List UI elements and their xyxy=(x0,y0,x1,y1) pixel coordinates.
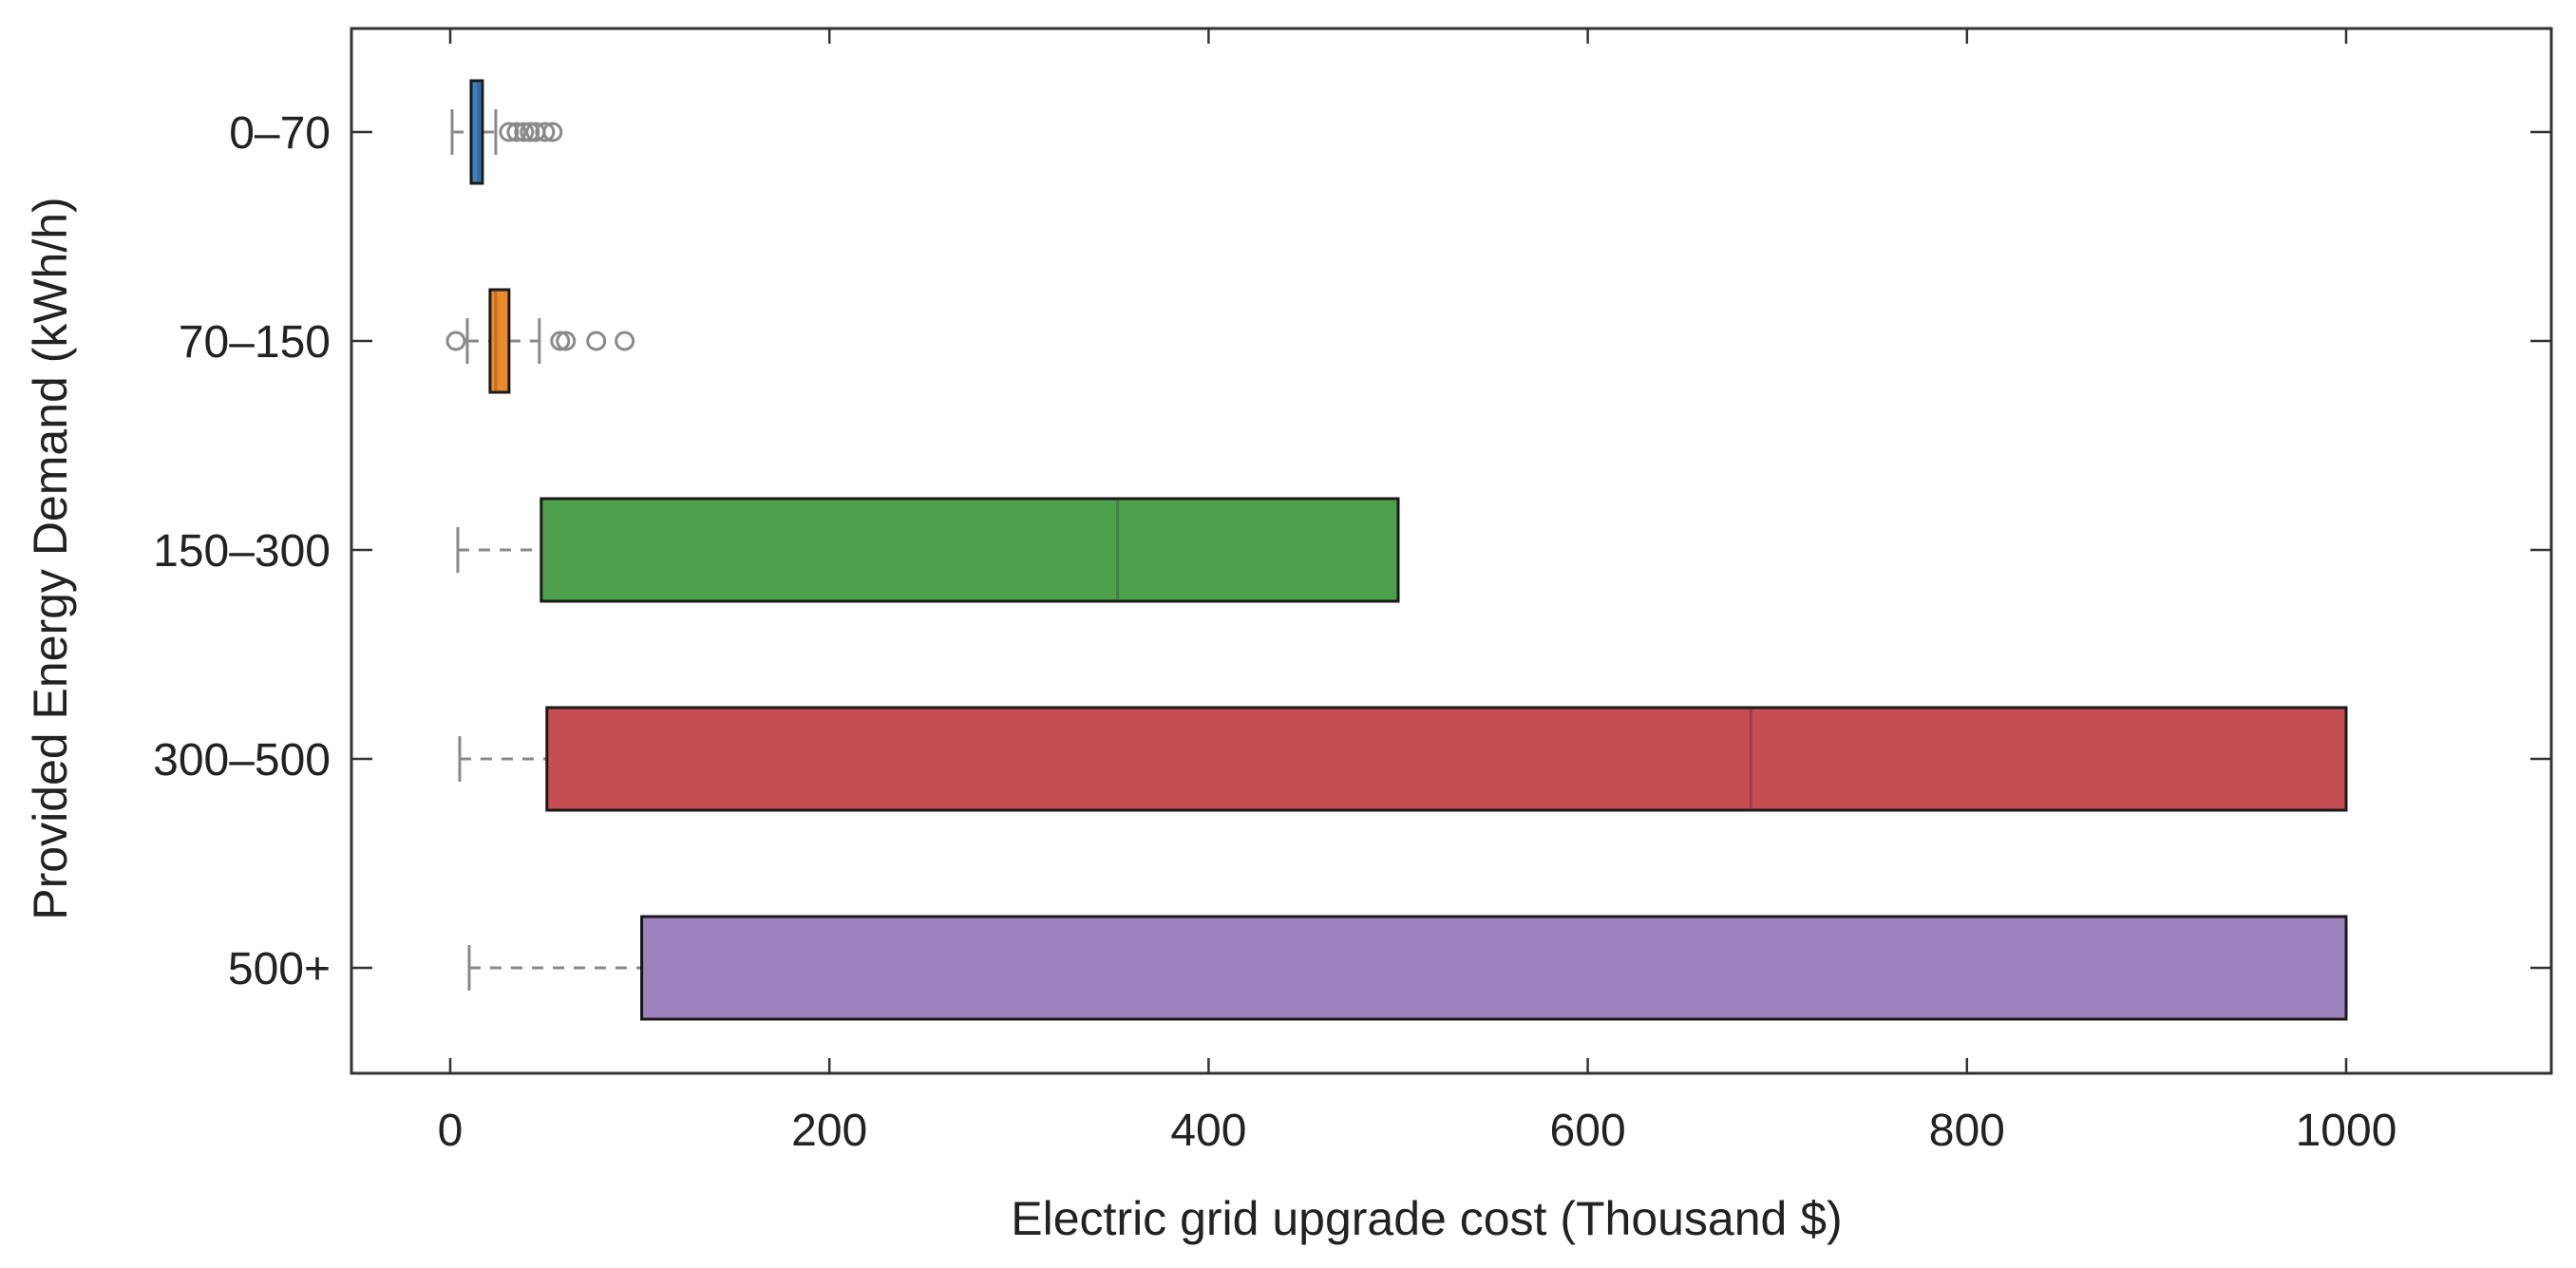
box-group-5 xyxy=(467,915,2348,1021)
box-2 xyxy=(488,288,511,394)
y-tick-label: 0–70 xyxy=(229,108,331,159)
outlier-point xyxy=(550,331,571,351)
x-tick-label: 800 xyxy=(1929,1106,2005,1156)
box-group-4 xyxy=(458,706,2348,812)
x-tick-label: 600 xyxy=(1550,1106,1626,1156)
outlier-point xyxy=(520,122,540,142)
y-tick-label: 150–300 xyxy=(153,526,331,577)
outlier-point xyxy=(499,122,520,142)
y-axis-title: Provided Energy Demand (kWh/h) xyxy=(24,197,77,919)
x-tick-label: 1000 xyxy=(2296,1106,2397,1156)
axes: 0 200 400 600 800 1000 0–70 70–150 150–300 300–50… xyxy=(153,27,2553,1156)
x-tick-label: 0 xyxy=(438,1106,464,1156)
box-group-1 xyxy=(450,79,563,185)
y-tick-label: 300–500 xyxy=(153,735,331,785)
x-axis-title: Electric grid upgrade cost (Thousand $) xyxy=(1011,1192,1842,1245)
outlier-point xyxy=(514,122,535,142)
plot-area xyxy=(445,79,2348,1021)
y-tick-label: 500+ xyxy=(228,944,331,994)
box-5 xyxy=(640,915,2348,1021)
outlier-point xyxy=(615,331,635,351)
box-group-3 xyxy=(456,497,1400,603)
outlier-point xyxy=(535,122,556,142)
x-tick-label: 200 xyxy=(791,1106,867,1156)
outlier-point xyxy=(556,331,577,351)
outlier-point xyxy=(586,331,607,351)
outlier-point xyxy=(445,331,466,351)
box-group-2 xyxy=(445,288,635,394)
x-tick-label: 400 xyxy=(1170,1106,1246,1156)
box-4 xyxy=(545,706,2348,812)
outlier-point xyxy=(506,122,527,142)
box-1 xyxy=(469,79,484,185)
y-tick-label: 70–150 xyxy=(179,317,331,368)
box-3 xyxy=(540,497,1400,603)
outlier-point xyxy=(542,122,563,142)
